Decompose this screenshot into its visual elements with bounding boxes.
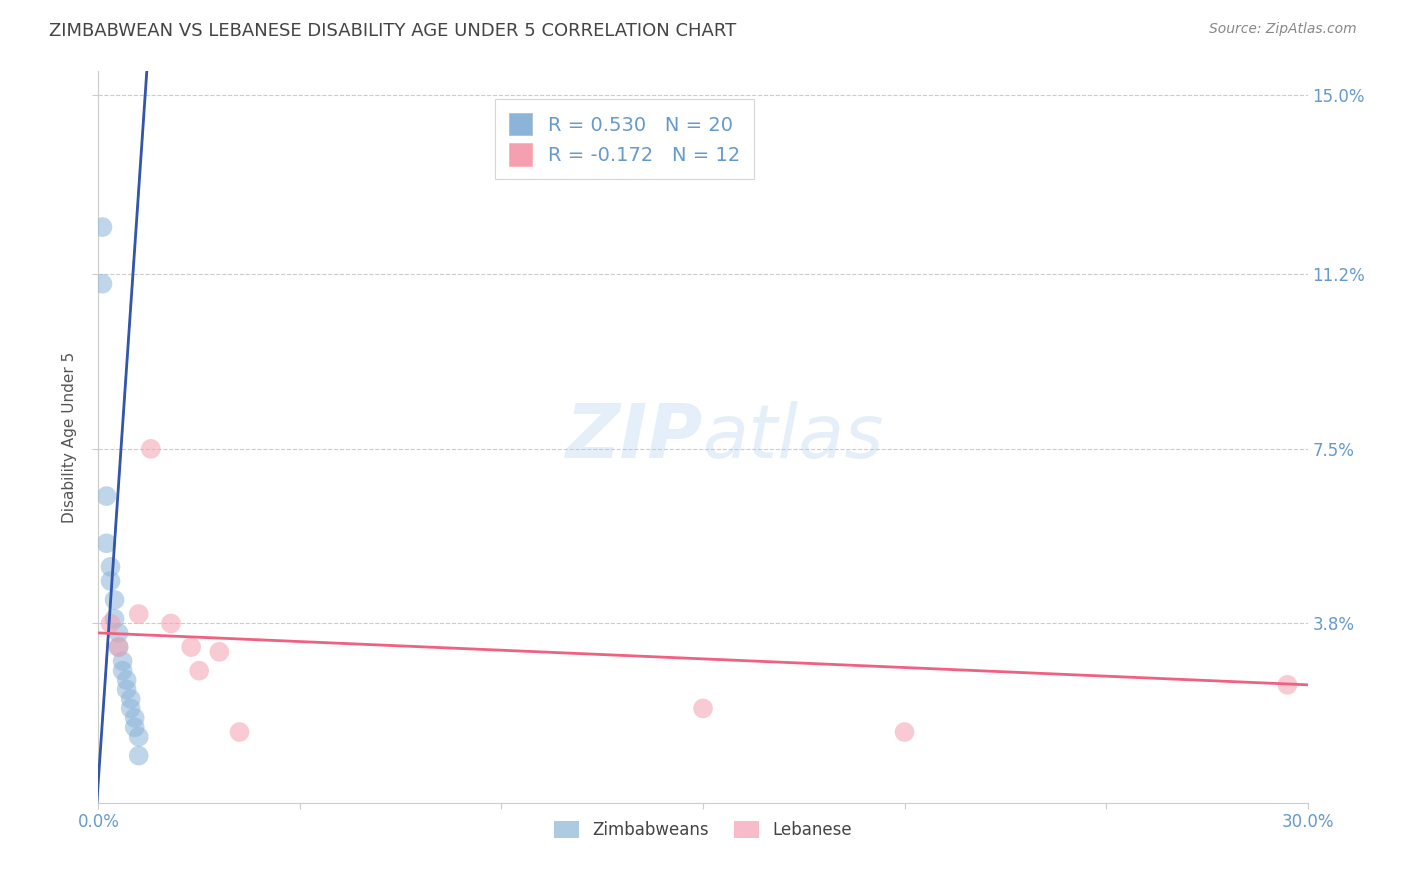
Point (228, 725, 250, 739)
Point (120, 701, 142, 715)
Point (115, 673, 138, 687)
Text: ZIP: ZIP (565, 401, 703, 474)
Point (91, 277, 114, 291)
Point (100, 574, 122, 588)
Point (100, 559, 122, 574)
Text: ZIMBABWEAN VS LEBANESE DISABILITY AGE UNDER 5 CORRELATION CHART: ZIMBABWEAN VS LEBANESE DISABILITY AGE UN… (49, 22, 737, 40)
Point (893, 725, 915, 739)
Point (96, 536, 118, 550)
Point (103, 612, 125, 626)
Point (128, 748, 150, 763)
Point (120, 692, 142, 706)
Point (100, 616, 122, 631)
Point (692, 701, 714, 715)
Legend: Zimbabweans, Lebanese: Zimbabweans, Lebanese (547, 814, 859, 846)
Point (91, 220, 114, 235)
Point (111, 654, 134, 668)
Point (103, 593, 125, 607)
Point (107, 626, 129, 640)
Point (107, 640, 129, 654)
Point (188, 664, 211, 678)
Text: Source: ZipAtlas.com: Source: ZipAtlas.com (1209, 22, 1357, 37)
Point (124, 720, 146, 734)
Y-axis label: Disability Age Under 5: Disability Age Under 5 (62, 351, 77, 523)
Point (139, 442, 162, 456)
Point (96, 489, 118, 503)
Point (1277, 678, 1299, 692)
Point (128, 730, 150, 744)
Point (128, 607, 150, 621)
Point (111, 664, 134, 678)
Point (124, 711, 146, 725)
Text: atlas: atlas (703, 401, 884, 473)
Point (160, 616, 183, 631)
Point (115, 682, 138, 697)
Point (180, 640, 202, 654)
Point (107, 640, 129, 654)
Point (208, 645, 231, 659)
